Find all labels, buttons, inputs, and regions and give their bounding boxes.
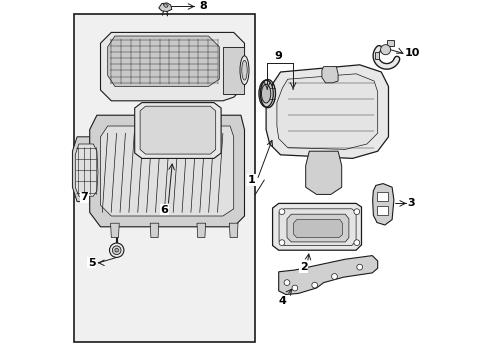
Polygon shape (159, 3, 171, 12)
Polygon shape (75, 144, 98, 196)
Polygon shape (197, 223, 205, 238)
Circle shape (291, 285, 297, 291)
Ellipse shape (272, 81, 276, 106)
Polygon shape (372, 184, 393, 225)
Polygon shape (374, 52, 379, 59)
Polygon shape (321, 67, 337, 83)
Polygon shape (101, 32, 244, 101)
Polygon shape (223, 47, 244, 94)
Circle shape (331, 274, 337, 279)
Ellipse shape (284, 81, 288, 106)
Polygon shape (278, 256, 377, 294)
Polygon shape (72, 137, 102, 202)
Circle shape (311, 282, 317, 288)
Text: 5: 5 (87, 258, 95, 268)
Polygon shape (134, 103, 221, 158)
Polygon shape (272, 203, 361, 250)
Circle shape (284, 280, 289, 285)
Circle shape (380, 45, 390, 55)
Polygon shape (150, 223, 159, 238)
Polygon shape (265, 65, 387, 158)
Text: 8: 8 (199, 1, 206, 12)
Text: 2: 2 (300, 262, 307, 272)
Polygon shape (376, 206, 387, 215)
Polygon shape (140, 106, 215, 154)
Ellipse shape (241, 60, 247, 80)
Ellipse shape (266, 81, 270, 106)
Ellipse shape (295, 81, 299, 106)
Circle shape (353, 209, 359, 215)
Ellipse shape (301, 81, 305, 106)
Text: 10: 10 (404, 48, 419, 58)
Circle shape (115, 248, 118, 252)
Text: 3: 3 (407, 198, 414, 208)
Circle shape (279, 209, 284, 215)
Ellipse shape (289, 81, 294, 106)
Circle shape (109, 243, 123, 257)
Polygon shape (107, 36, 219, 86)
Ellipse shape (261, 84, 270, 103)
Polygon shape (386, 40, 393, 46)
Text: 7: 7 (80, 192, 88, 202)
Polygon shape (229, 223, 238, 238)
Ellipse shape (240, 56, 248, 85)
Circle shape (279, 240, 284, 246)
Text: 4: 4 (278, 296, 285, 306)
Text: 1: 1 (247, 175, 255, 185)
Polygon shape (279, 209, 355, 246)
Polygon shape (376, 192, 387, 201)
Polygon shape (89, 115, 244, 227)
Circle shape (353, 240, 359, 246)
Polygon shape (276, 74, 377, 149)
Text: 6: 6 (161, 205, 168, 215)
Ellipse shape (306, 81, 311, 106)
Polygon shape (163, 4, 168, 7)
Ellipse shape (258, 80, 273, 107)
Circle shape (112, 246, 121, 255)
Polygon shape (286, 214, 348, 242)
Polygon shape (305, 151, 341, 194)
Polygon shape (293, 220, 342, 238)
Polygon shape (110, 223, 119, 238)
Text: 9: 9 (274, 51, 282, 61)
Ellipse shape (278, 81, 282, 106)
Circle shape (356, 264, 362, 270)
Polygon shape (101, 126, 233, 216)
Bar (73, 14, 255, 342)
